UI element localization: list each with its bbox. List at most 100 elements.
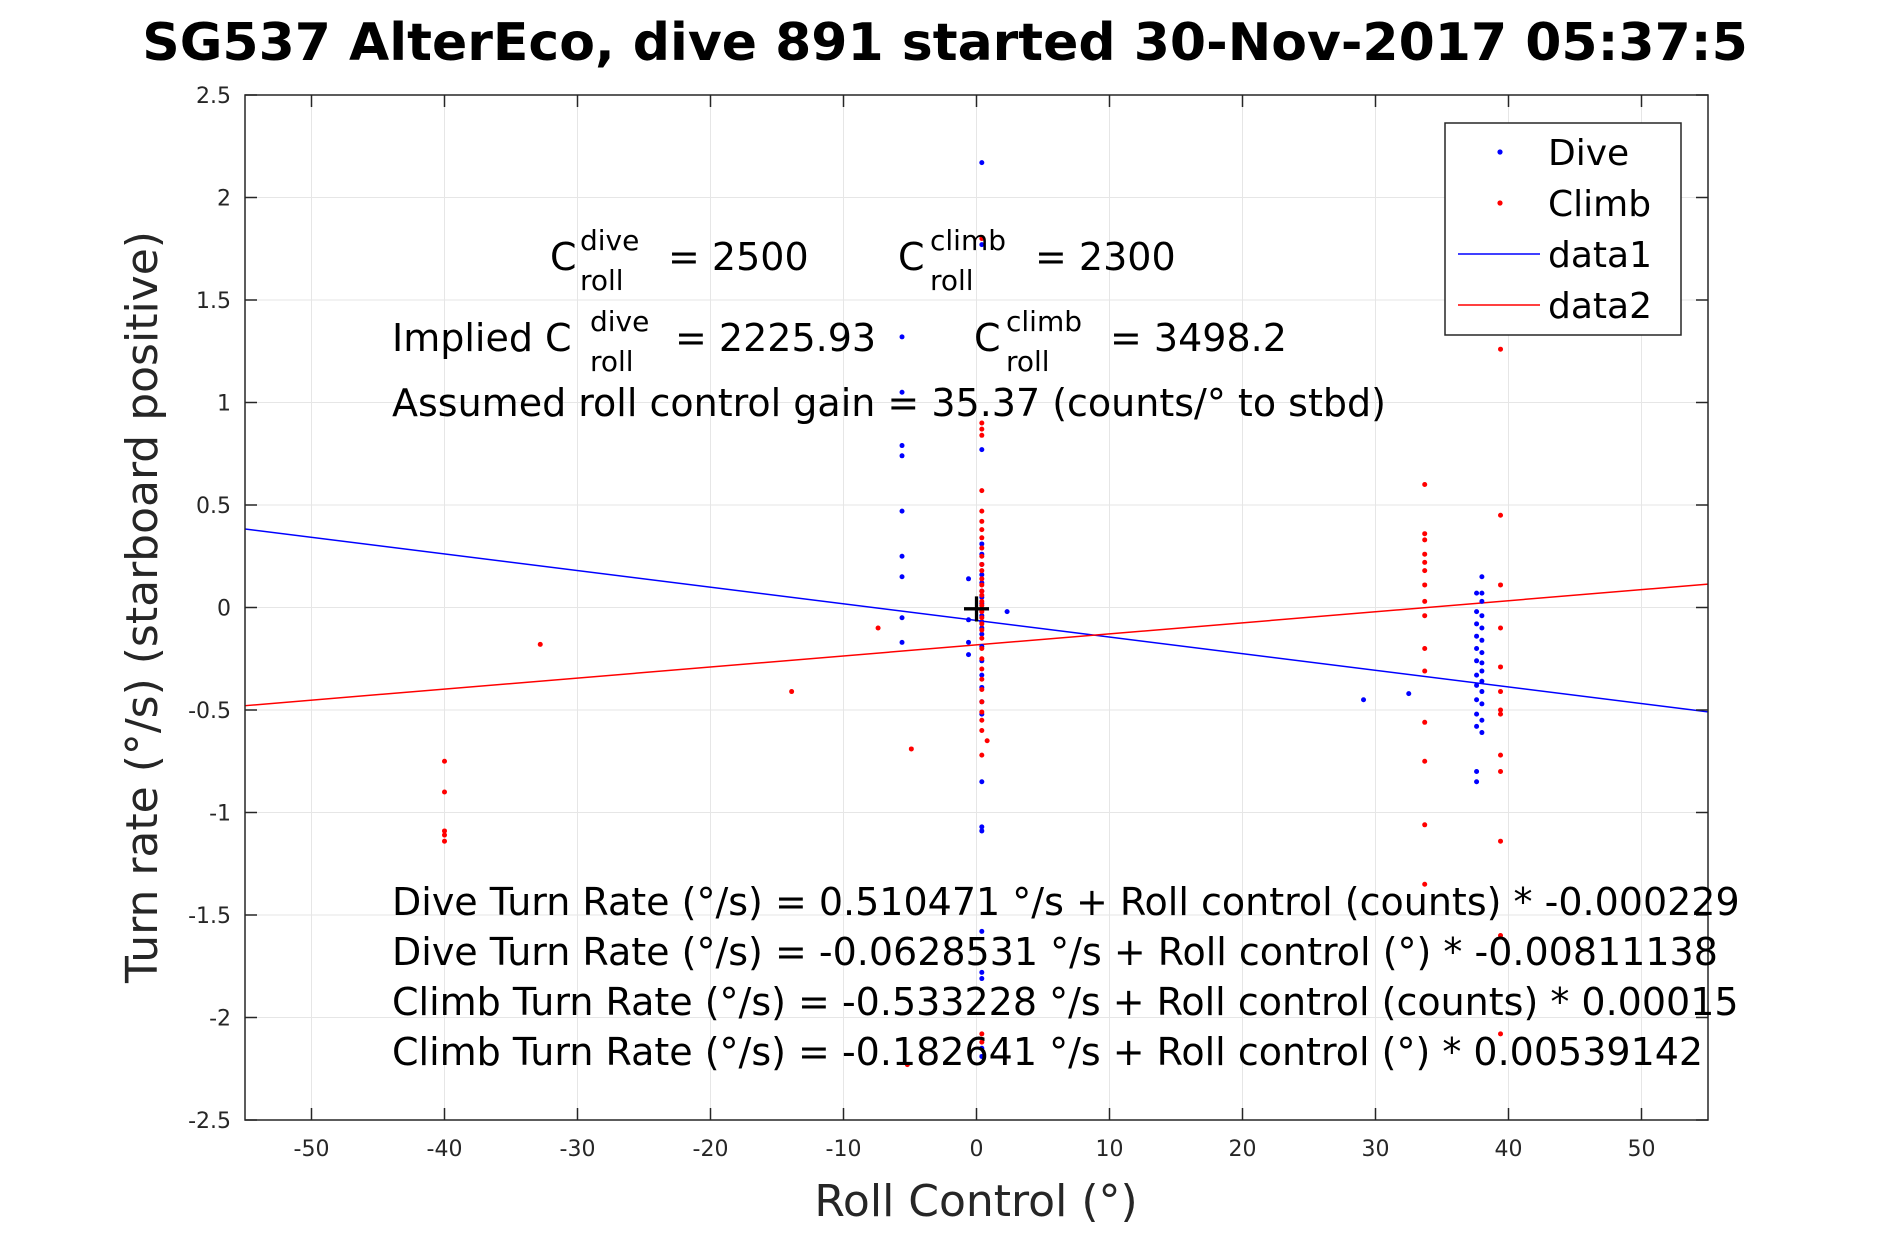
data-point-dive: [1474, 621, 1480, 627]
data-point-climb: [1498, 664, 1504, 670]
data-point-climb: [1422, 568, 1428, 574]
data-point-dive: [1479, 613, 1485, 619]
data-point-dive: [1474, 609, 1480, 615]
data-point-dive: [966, 617, 972, 623]
data-point-dive: [979, 541, 985, 547]
data-point-dive: [1479, 730, 1485, 736]
y-axis-label: Turn rate (°/s) (starboard positive): [117, 231, 168, 984]
c-roll-dive-base: C: [550, 235, 577, 279]
data-point-dive: [1479, 668, 1485, 674]
data-point-climb: [979, 518, 985, 524]
data-point-climb: [1498, 838, 1504, 844]
data-point-dive: [899, 453, 905, 459]
c-roll-climb-value: = 2300: [1035, 235, 1176, 279]
data-point-dive: [1479, 598, 1485, 604]
x-tick-label: 40: [1495, 1137, 1523, 1162]
data-point-dive: [899, 639, 905, 645]
data-point-dive: [1479, 660, 1485, 666]
data-point-climb: [979, 752, 985, 758]
x-tick-label: -20: [693, 1137, 729, 1162]
data-point-dive: [979, 160, 985, 166]
y-tick-label: 0.5: [196, 494, 231, 519]
data-point-climb: [979, 1039, 985, 1045]
data-point-dive: [899, 389, 905, 395]
data-point-dive: [899, 334, 905, 340]
data-point-climb: [979, 1031, 985, 1037]
data-point-dive: [899, 615, 905, 621]
data-point-dive: [979, 242, 985, 248]
y-tick-label: -2.5: [188, 1109, 231, 1134]
data-point-climb: [442, 832, 447, 838]
data-point-climb: [979, 717, 985, 723]
data-point-dive: [1479, 650, 1485, 656]
data-point-dive: [1479, 574, 1485, 580]
series-line-data2: [244, 583, 1709, 707]
data-point-dive: [1474, 769, 1480, 774]
data-point-climb: [1498, 1031, 1504, 1037]
data-point-dive: [979, 779, 985, 785]
y-tick-label: -0.5: [188, 699, 231, 724]
implied-climb-value: = 3498.2: [1110, 316, 1287, 360]
data-point-climb: [979, 236, 985, 241]
data-point-climb: [979, 676, 985, 682]
fit-lines: [244, 528, 1709, 713]
x-axis-label: Roll Control (°): [814, 1176, 1137, 1227]
c-roll-dive-annotation: C dive roll = 2500: [550, 224, 809, 297]
data-point-dive: [979, 976, 985, 982]
data-point-dive: [1479, 689, 1485, 695]
c-roll-climb-sub: roll: [930, 264, 974, 297]
legend-box: [1444, 122, 1682, 336]
data-point-dive: [966, 576, 972, 582]
data-point-climb: [904, 1062, 910, 1068]
data-point-climb: [979, 488, 985, 494]
origin-marker: +: [960, 586, 994, 632]
series-line-data1: [244, 528, 1709, 713]
data-point-dive: [899, 443, 905, 449]
data-point-dive: [1474, 646, 1480, 651]
data-point-climb: [979, 432, 985, 438]
y-tick-label: -2: [209, 1007, 231, 1032]
data-point-climb: [1498, 582, 1504, 588]
c-roll-climb-annotation: C climb roll = 2300: [898, 224, 1176, 297]
data-point-dive: [1479, 678, 1485, 684]
data-point-dive: [899, 553, 905, 559]
data-point-dive: [1474, 682, 1480, 688]
x-tick-label: 0: [970, 1137, 984, 1162]
data-point-climb: [442, 828, 447, 834]
data-point-climb: [1422, 482, 1428, 487]
implied-dive-sup: dive: [590, 305, 649, 338]
data-point-dive: [1479, 701, 1485, 707]
data-point-climb: [984, 738, 990, 744]
data-point-climb: [979, 420, 985, 426]
c-roll-dive-value: = 2500: [668, 235, 809, 279]
y-tick-label: -1.5: [188, 904, 231, 929]
data-point-climb: [979, 646, 985, 651]
data-point-climb: [1498, 346, 1504, 352]
data-point-dive: [979, 572, 985, 578]
data-point-dive: [979, 1053, 985, 1059]
data-point-climb: [442, 838, 447, 844]
data-point-climb: [979, 627, 985, 633]
data-point-dive: [1474, 711, 1480, 717]
data-point-climb: [979, 508, 985, 514]
data-point-climb: [979, 615, 985, 621]
implied-dive-sub: roll: [590, 345, 634, 378]
legend-data1-label: data1: [1548, 235, 1652, 276]
data-point-climb: [1422, 758, 1428, 764]
fit-equation-1: Dive Turn Rate (°/s) = 0.510471 °/s + Ro…: [392, 880, 1740, 924]
data-point-climb: [1422, 537, 1428, 543]
data-point-climb: [979, 709, 985, 715]
data-point-climb: [979, 576, 985, 582]
x-tick-label: 10: [1096, 1137, 1124, 1162]
data-point-dive: [966, 652, 972, 658]
implied-prefix: Implied C: [392, 316, 572, 360]
data-point-climb: [979, 582, 985, 588]
data-point-dive: [1406, 691, 1412, 697]
data-point-climb: [442, 758, 447, 764]
x-tick-label: -30: [560, 1137, 596, 1162]
y-tick-label: 1: [217, 392, 231, 417]
c-roll-climb-sup: climb: [930, 224, 1006, 257]
data-point-climb: [1422, 646, 1428, 651]
data-point-climb: [1422, 598, 1428, 604]
data-point-climb: [1422, 881, 1428, 887]
